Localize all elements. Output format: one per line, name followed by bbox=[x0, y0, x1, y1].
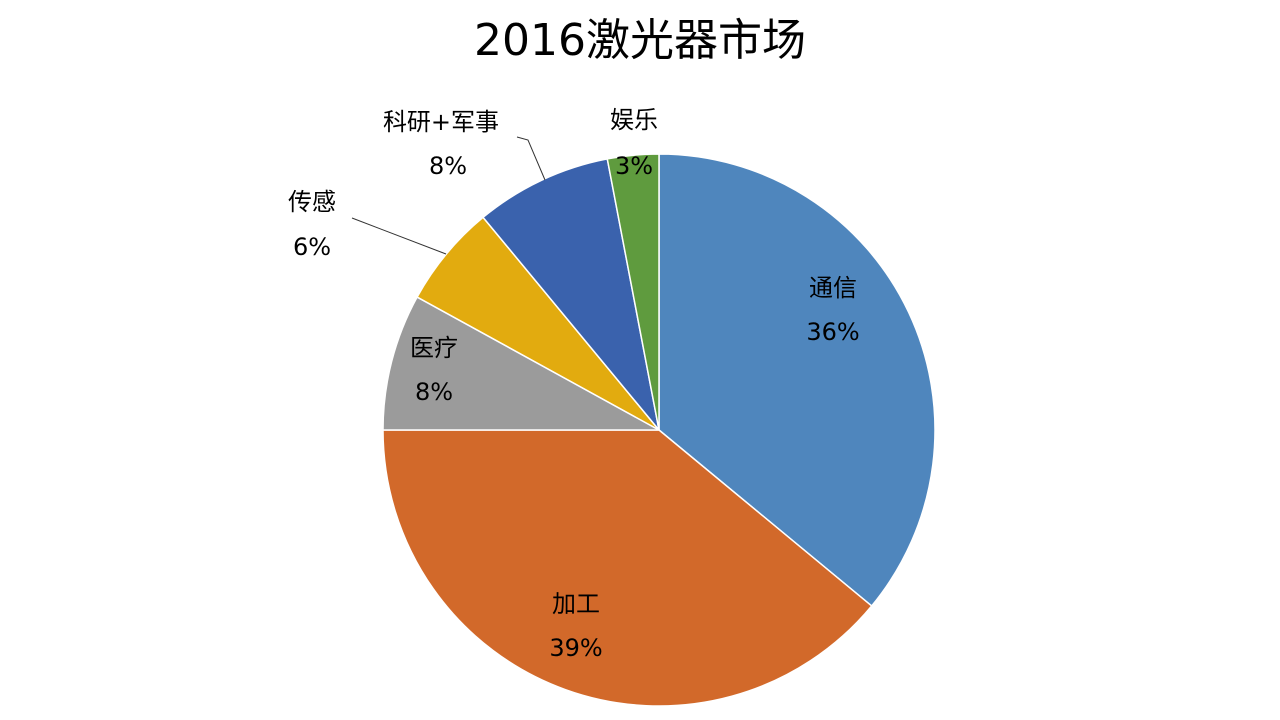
slice-label-name-2: 加工 bbox=[552, 590, 600, 618]
pie-slice-2 bbox=[382, 429, 873, 707]
slice-label-percent-6: 3% bbox=[615, 152, 653, 180]
slice-label-percent-2: 39% bbox=[549, 634, 602, 662]
pie-slice-5 bbox=[482, 158, 660, 431]
pie-slice-6 bbox=[606, 153, 660, 431]
chart-title: 2016激光器市场 bbox=[474, 15, 806, 66]
pie-slice-1 bbox=[658, 153, 936, 607]
slice-label-name-4: 传感 bbox=[288, 188, 336, 216]
slice-label-name-1: 通信 bbox=[809, 274, 857, 302]
leader-line-5 bbox=[516, 136, 546, 181]
slice-label-percent-4: 6% bbox=[293, 233, 331, 261]
slice-label-name-3: 医疗 bbox=[410, 334, 458, 362]
slice-label-percent-5: 8% bbox=[429, 152, 467, 180]
pie-slice-3 bbox=[382, 296, 660, 431]
slice-label-name-5: 科研+军事 bbox=[383, 108, 499, 136]
slice-label-percent-1: 36% bbox=[806, 318, 859, 346]
leader-line-4 bbox=[351, 217, 447, 255]
slice-label-name-6: 娱乐 bbox=[610, 106, 658, 134]
slice-label-percent-3: 8% bbox=[415, 378, 453, 406]
